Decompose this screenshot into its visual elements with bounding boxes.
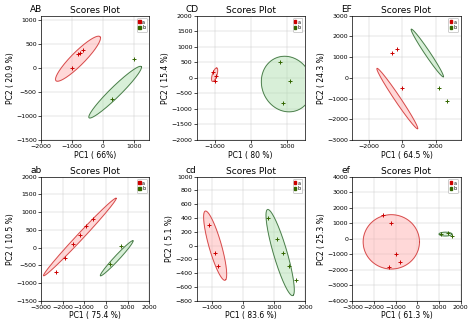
Polygon shape — [44, 198, 116, 276]
X-axis label: PC1 ( 64.5 %): PC1 ( 64.5 %) — [381, 151, 432, 159]
Y-axis label: PC2 ( 15.4 %): PC2 ( 15.4 %) — [161, 52, 170, 104]
Polygon shape — [261, 56, 312, 112]
Text: EF: EF — [341, 6, 352, 14]
Text: ab: ab — [30, 166, 41, 175]
Title: Scores Plot: Scores Plot — [70, 6, 120, 15]
X-axis label: PC1 ( 66%): PC1 ( 66%) — [74, 151, 116, 159]
Y-axis label: PC2 ( 25.3 %): PC2 ( 25.3 %) — [317, 213, 326, 265]
Legend: a, b: a, b — [292, 18, 302, 32]
Polygon shape — [411, 29, 444, 77]
Y-axis label: PC2 ( 24.3 %): PC2 ( 24.3 %) — [317, 52, 326, 104]
Legend: a, b: a, b — [448, 179, 458, 193]
Title: Scores Plot: Scores Plot — [382, 6, 431, 15]
Text: ef: ef — [341, 166, 350, 175]
X-axis label: PC1 ( 75.4 %): PC1 ( 75.4 %) — [69, 311, 121, 320]
Legend: a, b: a, b — [292, 179, 302, 193]
Text: cd: cd — [186, 166, 197, 175]
Y-axis label: PC2 ( 20.9 %): PC2 ( 20.9 %) — [6, 52, 15, 104]
Text: CD: CD — [186, 6, 199, 14]
Legend: a, b: a, b — [137, 18, 147, 32]
Title: Scores Plot: Scores Plot — [226, 6, 276, 15]
Title: Scores Plot: Scores Plot — [70, 167, 120, 176]
Polygon shape — [266, 210, 294, 296]
X-axis label: PC1 ( 80 %): PC1 ( 80 %) — [228, 151, 273, 159]
Text: AB: AB — [30, 6, 42, 14]
Polygon shape — [55, 36, 100, 81]
Title: Scores Plot: Scores Plot — [226, 167, 276, 176]
Polygon shape — [100, 241, 133, 276]
Polygon shape — [377, 68, 418, 129]
X-axis label: PC1 ( 61.3 %): PC1 ( 61.3 %) — [381, 311, 432, 320]
Polygon shape — [439, 232, 452, 236]
Legend: a, b: a, b — [137, 179, 147, 193]
Y-axis label: PC2 ( 5.1 %): PC2 ( 5.1 %) — [165, 215, 174, 262]
X-axis label: PC1 ( 83.6 %): PC1 ( 83.6 %) — [225, 311, 277, 320]
Polygon shape — [211, 68, 218, 82]
Title: Scores Plot: Scores Plot — [382, 167, 431, 176]
Polygon shape — [89, 66, 141, 118]
Polygon shape — [363, 215, 419, 269]
Polygon shape — [204, 211, 227, 280]
Legend: a, b: a, b — [448, 18, 458, 32]
Y-axis label: PC2 ( 10.5 %): PC2 ( 10.5 %) — [6, 213, 15, 265]
